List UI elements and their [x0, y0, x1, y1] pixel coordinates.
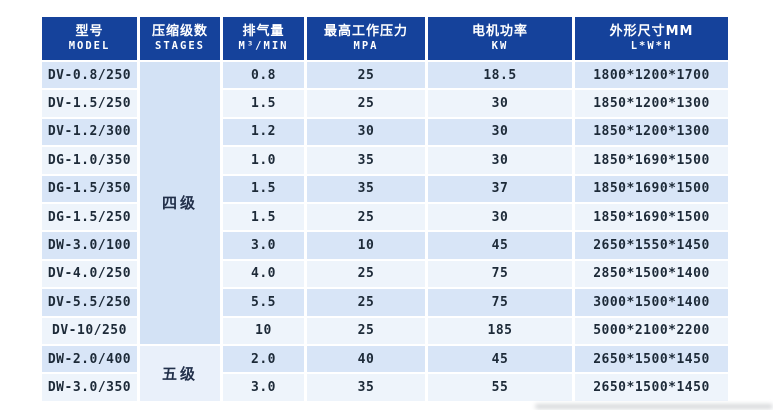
cell-dimensions: 1850*1200*1300: [575, 118, 728, 146]
cell-dimensions: 1850*1690*1500: [575, 175, 728, 202]
cell-dimensions: 1800*1200*1700: [575, 62, 728, 89]
cell-displacement: 10: [223, 317, 304, 344]
column-header-model-en: MODEL: [68, 40, 111, 53]
column-header-power: 电机功率 KW: [428, 17, 572, 60]
cell-model: DV-10/250: [42, 317, 137, 344]
cell-dimensions: 5000*2100*2200: [575, 317, 728, 344]
cell-dimensions: 1850*1200*1300: [575, 90, 728, 117]
column-header-displacement-en: M³/MIN: [238, 40, 289, 53]
cell-displacement: 0.8: [223, 62, 304, 89]
cell-pressure: 25: [307, 62, 425, 89]
cell-power: 30: [428, 147, 572, 174]
column-header-displacement: 排气量 M³/MIN: [223, 17, 304, 60]
cell-pressure: 10: [307, 232, 425, 259]
cell-model: DG-1.0/350: [42, 147, 137, 174]
column-header-stages: 压缩级数 STAGES: [140, 17, 220, 60]
cell-displacement: 1.5: [223, 90, 304, 117]
cell-model: DW-3.0/350: [42, 374, 137, 401]
cell-dimensions: 1850*1690*1500: [575, 203, 728, 231]
cell-pressure: 35: [307, 374, 425, 401]
cell-displacement: 4.0: [223, 260, 304, 288]
cell-model: DV-1.2/300: [42, 118, 137, 146]
column-header-model-cn: 型号: [75, 23, 104, 39]
cell-model: DW-3.0/100: [42, 232, 137, 259]
cell-dimensions: 2650*1500*1450: [575, 374, 728, 401]
cell-power: 185: [428, 317, 572, 344]
cell-dimensions: 2650*1500*1450: [575, 345, 728, 373]
cell-power: 45: [428, 345, 572, 373]
cell-displacement: 1.5: [223, 175, 304, 202]
cell-displacement: 1.5: [223, 203, 304, 231]
cell-pressure: 35: [307, 175, 425, 202]
cell-pressure: 25: [307, 289, 425, 316]
cell-model: DW-2.0/400: [42, 345, 137, 373]
cell-model: DG-1.5/250: [42, 203, 137, 231]
cell-model: DV-5.5/250: [42, 289, 137, 316]
cell-pressure: 30: [307, 118, 425, 146]
column-header-dimensions-cn: 外形尺寸MM: [609, 23, 694, 39]
cell-displacement: 1.0: [223, 147, 304, 174]
cell-model: DG-1.5/350: [42, 175, 137, 202]
cell-dimensions: 2650*1550*1450: [575, 232, 728, 259]
cell-power: 30: [428, 90, 572, 117]
cell-power: 55: [428, 374, 572, 401]
column-header-pressure-en: MPA: [353, 40, 379, 53]
cell-displacement: 5.5: [223, 289, 304, 316]
column-header-power-cn: 电机功率: [471, 23, 528, 39]
column-header-model: 型号 MODEL: [42, 17, 137, 60]
cell-dimensions: 3000*1500*1400: [575, 289, 728, 316]
column-header-pressure: 最高工作压力 MPA: [307, 17, 425, 60]
cell-displacement: 2.0: [223, 345, 304, 373]
cell-pressure: 25: [307, 260, 425, 288]
cell-pressure: 40: [307, 345, 425, 373]
column-header-pressure-cn: 最高工作压力: [323, 23, 408, 39]
cell-dimensions: 2850*1500*1400: [575, 260, 728, 288]
cell-model: DV-4.0/250: [42, 260, 137, 288]
cell-model: DV-1.5/250: [42, 90, 137, 117]
bottom-edge-shadow: [535, 404, 773, 409]
column-header-dimensions: 外形尺寸MM L*W*H: [575, 17, 728, 60]
stage-group-four: 四级: [140, 62, 220, 344]
cell-power: 30: [428, 203, 572, 231]
cell-dimensions: 1850*1690*1500: [575, 147, 728, 174]
cell-power: 37: [428, 175, 572, 202]
column-header-power-en: KW: [491, 40, 509, 53]
cell-power: 18.5: [428, 62, 572, 89]
stage-group-five: 五级: [140, 345, 220, 401]
cell-pressure: 25: [307, 203, 425, 231]
cell-displacement: 1.2: [223, 118, 304, 146]
cell-pressure: 25: [307, 317, 425, 344]
column-header-stages-cn: 压缩级数: [151, 23, 208, 39]
cell-model: DV-0.8/250: [42, 62, 137, 89]
cell-power: 30: [428, 118, 572, 146]
column-header-displacement-cn: 排气量: [242, 23, 285, 39]
cell-displacement: 3.0: [223, 374, 304, 401]
column-header-dimensions-en: L*W*H: [630, 40, 673, 53]
cell-power: 75: [428, 289, 572, 316]
cell-pressure: 25: [307, 90, 425, 117]
cell-pressure: 35: [307, 147, 425, 174]
cell-power: 45: [428, 232, 572, 259]
cell-power: 75: [428, 260, 572, 288]
cell-displacement: 3.0: [223, 232, 304, 259]
compressor-spec-table: 型号 MODEL 压缩级数 STAGES 排气量 M³/MIN 最高工作压力 M…: [42, 17, 728, 401]
column-header-stages-en: STAGES: [155, 40, 205, 53]
